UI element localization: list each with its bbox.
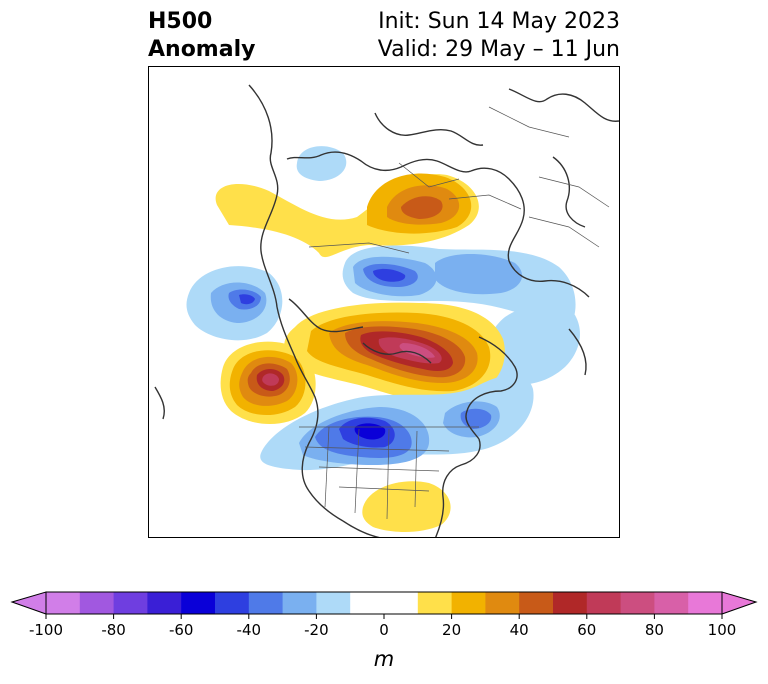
- colorbar-cell: [553, 592, 588, 614]
- colorbar-cell: [654, 592, 689, 614]
- colorbar-tick-label: -20: [304, 621, 329, 639]
- anomaly-map: [148, 66, 620, 538]
- colorbar-cell: [248, 592, 284, 614]
- colorbar-tick-label: 60: [577, 621, 596, 639]
- colorbar-cell: [451, 592, 486, 614]
- colorbar-cell: [485, 592, 520, 614]
- title-line-2: Anomaly: [148, 37, 256, 62]
- anomaly-negative-bering: [186, 266, 283, 341]
- political-borders: [299, 106, 610, 520]
- colorbar-tick-label: 80: [645, 621, 664, 639]
- colorbar-cell: [688, 592, 723, 614]
- colorbar-cell: [181, 592, 216, 614]
- colorbar-tick-label: -100: [29, 621, 63, 639]
- anomaly-positive-central: [284, 302, 505, 403]
- colorbar-cell: [586, 592, 622, 614]
- colorbar-tick-label: 0: [379, 621, 389, 639]
- colorbar-cell: [620, 592, 655, 614]
- colorbar-cell: [282, 592, 317, 614]
- colorbar-cell: [350, 592, 385, 614]
- colorbar-cell: [147, 592, 182, 614]
- colorbar-cell: [46, 592, 81, 614]
- anomaly-negative-eurasia: [485, 304, 580, 385]
- map-svg: [154, 84, 619, 537]
- colorbar-cell: [384, 592, 419, 614]
- chart-subtitle: Init: Sun 14 May 2023 Valid: 29 May – 11…: [378, 8, 620, 64]
- title-line-1: H500: [148, 9, 213, 34]
- colorbar-extend-high: [721, 591, 758, 615]
- colorbar-tick-label: -60: [169, 621, 194, 639]
- colorbar-tick-label: 40: [510, 621, 529, 639]
- colorbar-ticks: -100 -80 -60 -40 -20 0 20 40 60 80 100: [29, 614, 736, 639]
- colorbar-cell: [417, 592, 453, 614]
- colorbar-cell: [215, 592, 250, 614]
- anomaly-positive-north: [215, 173, 479, 258]
- colorbar-extend-low: [10, 591, 47, 615]
- colorbar-cell: [519, 592, 554, 614]
- colorbar-unit-label: m: [374, 647, 394, 671]
- coastlines: [154, 84, 619, 537]
- colorbar-cell: [316, 592, 351, 614]
- colorbar: -100 -80 -60 -40 -20 0 20 40 60 80 100 m: [10, 591, 758, 671]
- colorbar-cell: [113, 592, 148, 614]
- valid-range: Valid: 29 May – 11 Jun: [377, 37, 620, 62]
- colorbar-tick-label: -80: [101, 621, 126, 639]
- colorbar-tick-label: 20: [442, 621, 461, 639]
- colorbar-cells: [46, 592, 723, 614]
- colorbar-cell: [79, 592, 115, 614]
- chart-title: H500 Anomaly: [148, 8, 255, 64]
- anomaly-positive-southeast-us: [362, 481, 451, 532]
- colorbar-tick-label: 100: [708, 621, 737, 639]
- anomaly-positive-pacific: [220, 341, 316, 425]
- anomaly-negative-arctic: [296, 146, 347, 181]
- colorbar-tick-label: -40: [237, 621, 262, 639]
- init-date: Init: Sun 14 May 2023: [378, 9, 620, 34]
